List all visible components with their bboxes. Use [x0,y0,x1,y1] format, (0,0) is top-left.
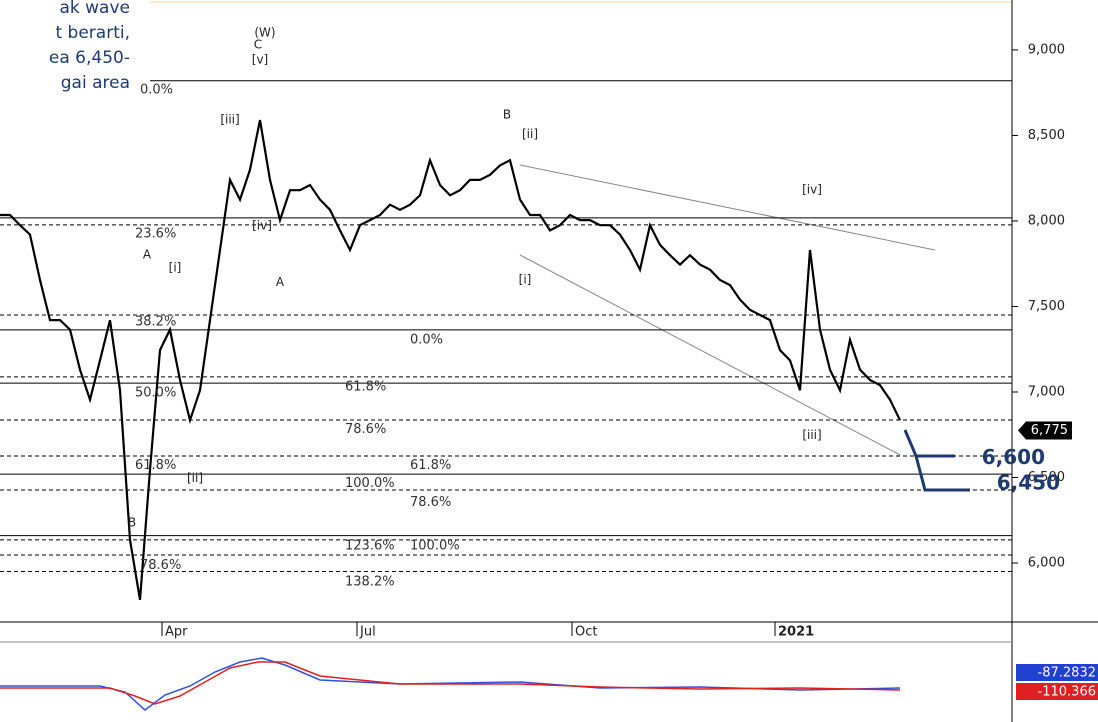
y-tick-label: 7,000 [1028,384,1065,399]
wave-label: [iv] [252,219,272,233]
note-line: gai area [61,73,130,93]
fib-label: 78.6% [140,558,181,573]
note-line: ak wave [59,0,130,18]
fib-label: 100.0% [410,538,460,553]
note-line: ea 6,450- [49,48,130,68]
fib-label: 0.0% [140,83,173,98]
y-tick-label: 7,500 [1028,299,1065,314]
fib-label: 0.0% [410,332,443,347]
wave-label: [v] [252,53,268,67]
wave-label: C [254,37,262,51]
wave-label: A [143,248,152,262]
fib-label: 78.6% [345,422,386,437]
target-label: 6,600 [982,445,1045,469]
wave-label: [ii] [522,127,538,141]
signal-line [0,661,901,705]
wave-label: [i] [519,272,532,286]
fib-label: 138.2% [345,574,395,589]
fib-label: 61.8% [410,458,451,473]
y-tick-label: 9,000 [1028,42,1065,57]
macd-badge [1016,664,1098,681]
wave-label: (W) [254,25,275,39]
macd-value: -87.2832 [1038,666,1096,681]
fib-label: 100.0% [345,476,395,491]
signal-value: -110.366 [1038,685,1096,700]
target-arrows [903,429,970,492]
y-tick-label: 8,500 [1028,128,1065,143]
trend-line [519,164,936,251]
price-line [0,119,901,600]
wave-label: [iii] [220,113,239,127]
signal-badge [1016,683,1098,700]
last-price-label: 6,775 [1031,423,1068,438]
wave-label: B [503,107,511,121]
fib-label: 123.6% [345,538,395,553]
trend-line [519,254,901,456]
fib-label: 38.2% [135,314,176,329]
wave-label: [i] [169,260,182,274]
wave-label: [ii] [187,471,203,485]
fib-label: 78.6% [410,495,451,510]
x-tick-label: 2021 [778,625,814,640]
fib-label: 61.8% [345,379,386,394]
wave-label: [iv] [802,183,822,197]
fib-label: 23.6% [135,226,176,241]
wave-label: [iii] [802,428,821,442]
x-tick-label: Apr [165,625,188,640]
y-tick-label: 8,000 [1028,213,1065,228]
last-price-badge [1018,421,1072,440]
x-tick-label: Oct [575,625,597,640]
y-tick-label: 6,500 [1028,470,1065,485]
target-label: 6,450 [997,471,1060,495]
note-line: t berarti, [55,23,130,43]
wave-label: B [128,515,136,529]
x-tick-label: Jul [359,625,376,640]
fib-label: 50.0% [135,385,176,400]
y-tick-label: 6,000 [1028,555,1065,570]
wave-label: A [276,275,285,289]
note-box [0,0,150,135]
fib-label: 61.8% [135,458,176,473]
